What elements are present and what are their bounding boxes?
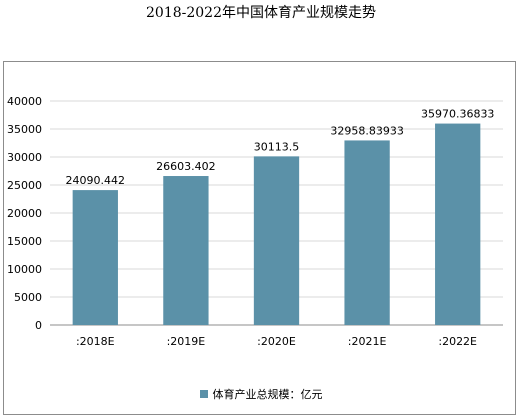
x-tick-label: :2018E <box>76 335 115 348</box>
y-tick-label: 20000 <box>7 207 42 220</box>
y-tick-label: 10000 <box>7 263 42 276</box>
data-label: 30113.5 <box>254 140 300 153</box>
y-tick-label: 30000 <box>7 151 42 164</box>
bar <box>344 140 390 325</box>
bar <box>163 176 209 325</box>
y-tick-label: 15000 <box>7 235 42 248</box>
y-tick-label: 5000 <box>14 291 42 304</box>
x-tick-label: :2021E <box>348 335 387 348</box>
data-label: 24090.442 <box>66 174 126 187</box>
chart-title: 2018-2022年中国体育产业规模走势 <box>146 5 376 21</box>
x-tick-label: :2020E <box>257 335 296 348</box>
data-label: 32958.83933 <box>330 124 403 137</box>
chart-frame <box>3 61 516 415</box>
legend: 体育产业总规模：亿元 <box>0 386 522 402</box>
y-tick-label: 35000 <box>7 123 42 136</box>
legend-swatch <box>199 390 208 398</box>
x-tick-label: :2019E <box>167 335 206 348</box>
bar <box>253 156 300 325</box>
y-tick-label: 40000 <box>7 95 42 108</box>
y-tick-label: 25000 <box>7 179 42 192</box>
bar <box>435 123 481 325</box>
x-tick-label: :2022E <box>438 335 477 348</box>
data-label: 35970.36833 <box>421 108 494 121</box>
data-label: 26603.402 <box>156 160 216 173</box>
bar <box>72 190 118 325</box>
y-tick-label: 0 <box>35 319 42 332</box>
legend-label: 体育产业总规模：亿元 <box>212 388 323 401</box>
